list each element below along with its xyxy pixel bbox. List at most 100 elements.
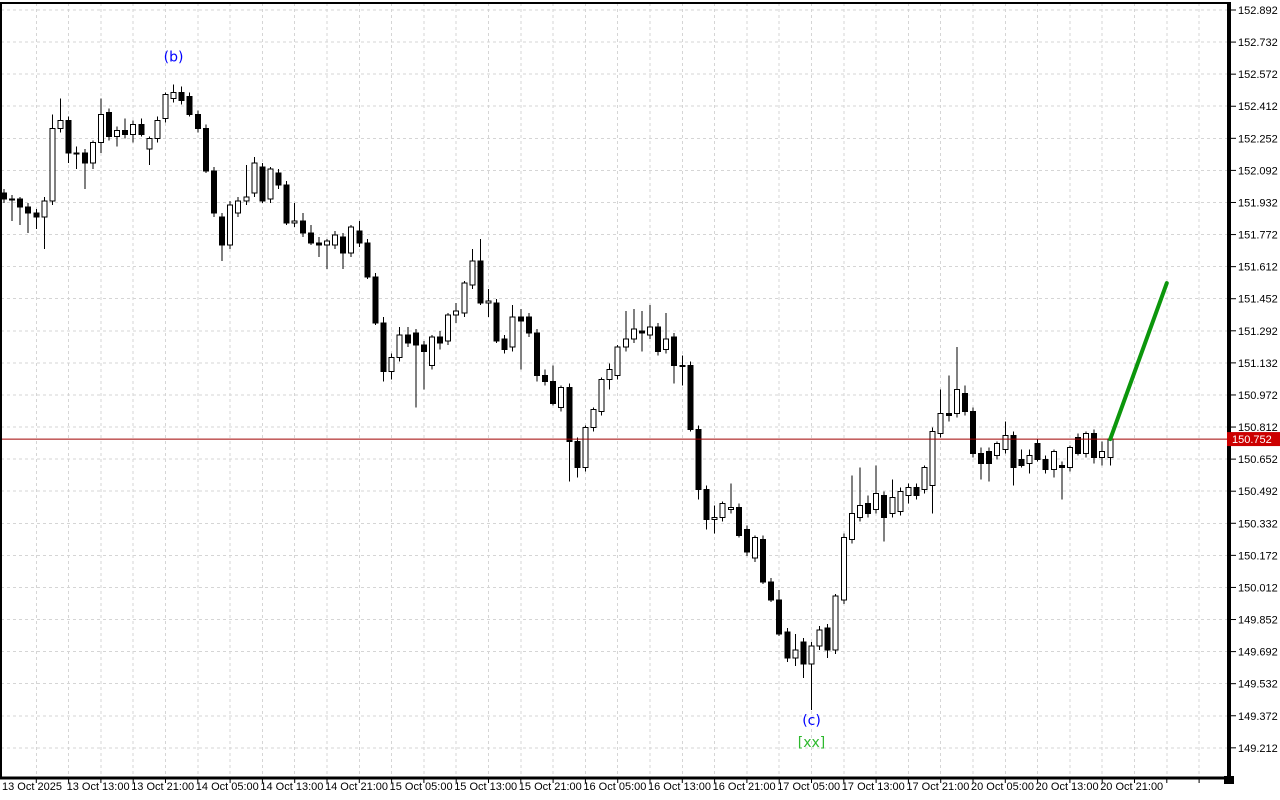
candle-body	[41, 200, 48, 218]
candle-body	[590, 408, 597, 428]
candle	[937, 389, 944, 438]
candle-body	[614, 346, 621, 376]
candle	[1074, 433, 1081, 456]
candle	[114, 126, 121, 147]
candle	[848, 475, 855, 544]
candle-body	[1034, 442, 1041, 461]
candle	[566, 383, 573, 482]
candle-body	[808, 645, 815, 665]
candle-body	[1042, 459, 1049, 471]
candle-body	[558, 386, 565, 408]
y-axis-separator[interactable]	[1227, 3, 1231, 780]
y-axis-label: 150.012	[1238, 582, 1278, 594]
candle-body	[727, 507, 734, 511]
x-axis-label: 17 Oct 21:00	[906, 781, 969, 793]
candle-body	[162, 94, 169, 120]
candle	[1010, 431, 1017, 486]
candle-body	[776, 599, 783, 635]
candle	[832, 593, 839, 655]
candle-body	[679, 364, 686, 367]
candle	[210, 166, 217, 217]
candle-body	[380, 322, 387, 372]
candle	[808, 641, 815, 711]
candle	[638, 311, 645, 352]
wave-label-c[interactable]: (c)	[802, 713, 821, 729]
candle	[356, 220, 363, 247]
candle-body	[49, 128, 56, 202]
candle-body	[986, 451, 993, 465]
candle-body	[65, 120, 72, 154]
candle-body	[1074, 436, 1081, 455]
y-axis-label: 150.812	[1238, 422, 1278, 434]
candle-body	[517, 316, 524, 322]
candle-body	[1066, 446, 1073, 469]
candle-body	[1002, 434, 1009, 450]
candle	[186, 92, 193, 117]
y-axis-label: 149.372	[1238, 711, 1278, 723]
candle	[235, 196, 242, 217]
candle	[703, 485, 710, 530]
candle-body	[275, 172, 282, 186]
y-axis-label: 152.892	[1238, 5, 1278, 17]
candle-body	[388, 356, 395, 372]
signal-label-xx[interactable]: [xx]	[798, 735, 826, 751]
axes[interactable]: 152.892 152.732 152.572 152.412 152.252 152.0…	[2, 5, 1280, 793]
x-axis-label: 16 Oct 13:00	[648, 781, 711, 793]
y-axis-label: 152.252	[1238, 133, 1278, 145]
candle	[574, 437, 581, 478]
candle-body	[33, 212, 40, 218]
candle	[73, 146, 80, 169]
candle	[437, 331, 444, 350]
candle	[961, 385, 968, 416]
y-axis-label: 150.652	[1238, 454, 1278, 466]
projection-trend-line[interactable]	[1108, 281, 1169, 442]
candle-body	[461, 282, 468, 314]
candle-body	[178, 92, 185, 102]
candle-body	[437, 336, 444, 344]
candle	[291, 202, 298, 227]
candle	[1066, 445, 1073, 472]
wave-label-b[interactable]: (b)	[164, 50, 184, 66]
candle-body	[364, 242, 371, 278]
candle-body	[953, 388, 960, 414]
candle-body	[89, 142, 96, 164]
x-axis-label: 17 Oct 05:00	[777, 781, 840, 793]
candle	[1034, 439, 1041, 462]
scroll-indicator[interactable]	[1224, 776, 1234, 784]
candle	[978, 447, 985, 480]
candle-body	[598, 378, 605, 412]
candle	[647, 305, 653, 340]
candle	[469, 249, 476, 290]
candle-body	[719, 503, 726, 519]
candle-body	[824, 627, 831, 651]
candle-body	[324, 240, 330, 246]
candle-body	[533, 332, 540, 376]
candle	[824, 623, 831, 659]
candle	[396, 327, 403, 362]
candle-body	[267, 168, 274, 200]
candle-body	[1091, 432, 1098, 459]
candle-body	[202, 128, 209, 172]
candle	[340, 232, 347, 270]
candle	[9, 194, 16, 221]
y-axis-label: 151.452	[1238, 294, 1278, 306]
candle	[501, 335, 508, 354]
candle	[606, 363, 613, 390]
candle	[760, 535, 767, 584]
candle	[792, 633, 799, 667]
x-axis-label: 20 Oct 13:00	[1036, 781, 1099, 793]
y-axis-label: 150.172	[1238, 550, 1278, 562]
x-axis-label: 14 Oct 05:00	[196, 781, 259, 793]
candle	[687, 361, 694, 432]
candle-body	[186, 96, 193, 116]
y-axis-label: 150.332	[1238, 518, 1278, 530]
candle	[1058, 461, 1065, 500]
candle	[388, 353, 395, 380]
candle	[630, 309, 637, 344]
current-price-badge	[1227, 432, 1280, 447]
candle-body	[251, 162, 258, 194]
x-axis-label: 13 Oct 13:00	[67, 781, 130, 793]
candle	[477, 238, 484, 306]
candle-body	[97, 114, 104, 144]
